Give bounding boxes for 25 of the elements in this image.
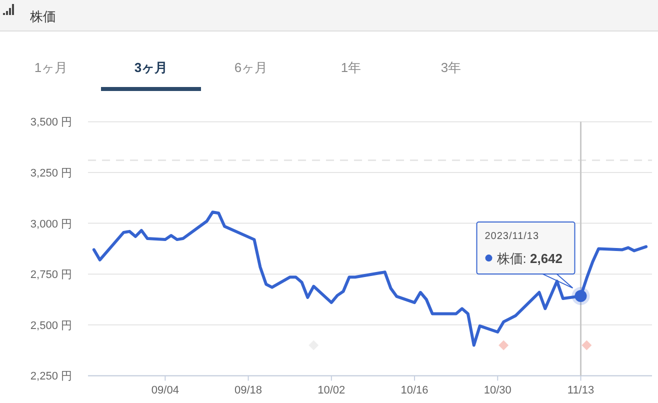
x-tick-label: 09/18: [234, 384, 262, 397]
x-tick-label: 10/02: [318, 384, 346, 397]
x-tick-label: 10/16: [400, 384, 428, 397]
chart-title: 株価: [29, 9, 56, 24]
y-tick-label: 2,250 円: [30, 370, 72, 383]
x-tick-label: 11/13: [567, 384, 594, 397]
text: 6ヶ月: [234, 60, 268, 75]
data-label: 2,642: [530, 251, 563, 266]
point: [498, 340, 509, 350]
legend-label: 株価:: [496, 251, 530, 266]
text: 1年: [340, 60, 362, 75]
text: 3年: [440, 60, 462, 75]
y-tick-label: 3,000 円: [30, 218, 72, 230]
line-series: [92, 210, 648, 347]
annotation: 2023/11/13: [484, 231, 540, 242]
y-tick-label: 2,500 円: [30, 320, 72, 332]
text: 3ヶ月: [134, 60, 168, 75]
y-tick-label: 3,500 円: [30, 116, 72, 129]
legend: 株価: 2,642: [485, 251, 563, 266]
x-tick-label: 09/04: [151, 384, 179, 397]
y-tick-label: 2,750 円: [30, 269, 72, 282]
text: 1ヶ月: [34, 60, 68, 75]
point: [582, 340, 592, 350]
x-tick-label: 10/30: [484, 384, 512, 397]
y-tick-label: 3,250 円: [30, 168, 72, 180]
